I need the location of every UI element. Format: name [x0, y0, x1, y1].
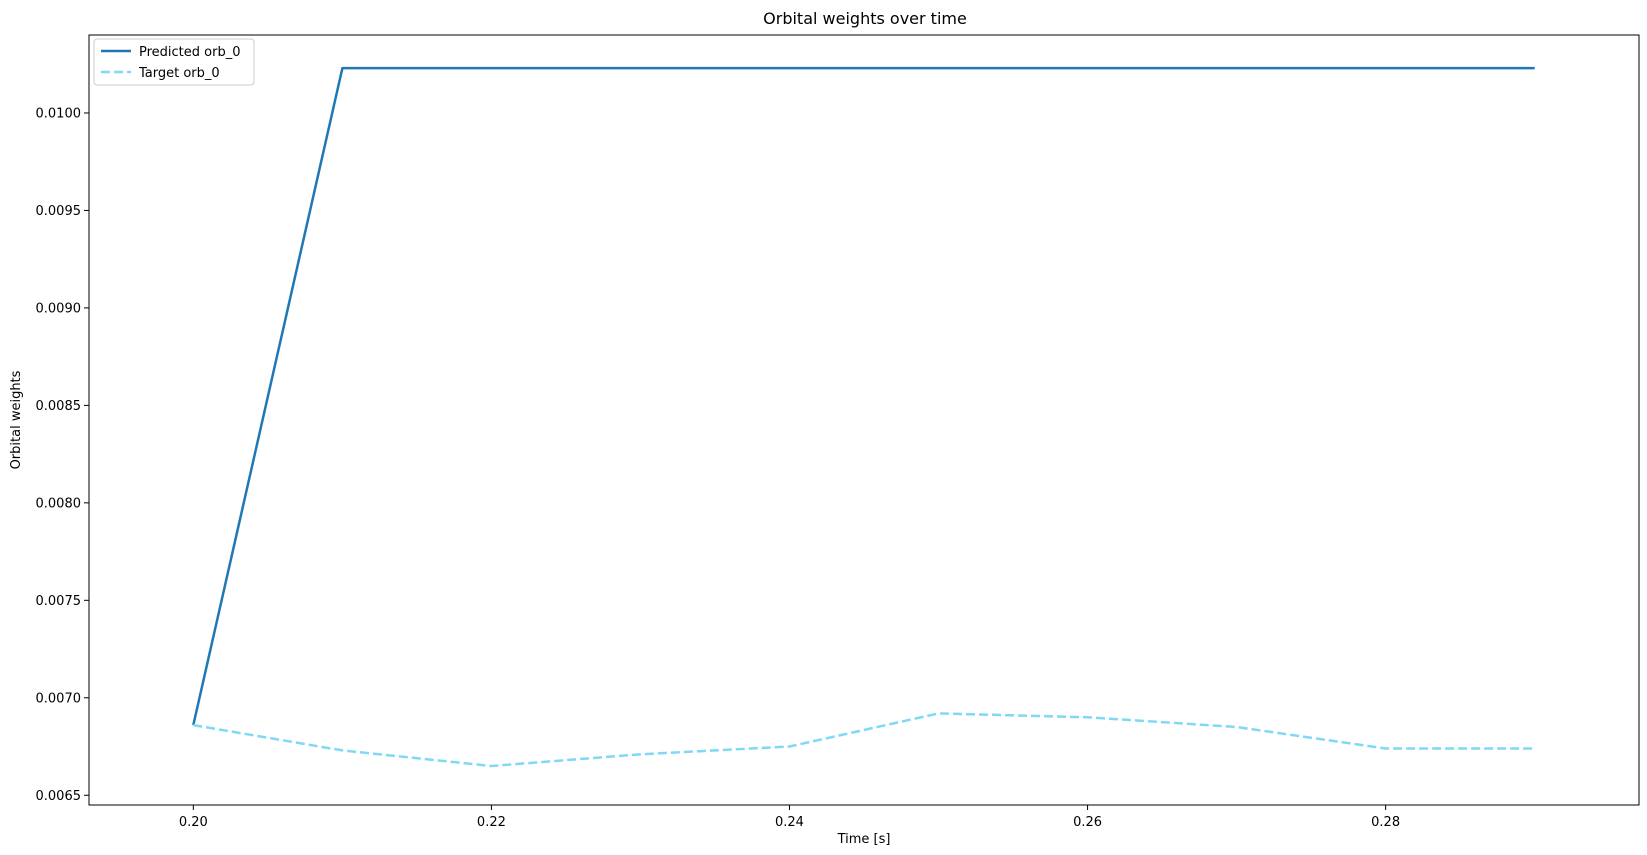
x-tick-label: 0.24: [775, 815, 804, 830]
x-tick-label: 0.26: [1073, 815, 1102, 830]
series-line-target: [193, 712, 1535, 768]
y-tick-label: 0.0095: [36, 204, 82, 219]
y-tick-label: 0.0080: [36, 496, 82, 511]
chart-title: Orbital weights over time: [763, 9, 967, 28]
y-tick-label: 0.0070: [36, 691, 82, 706]
y-axis-ticks: 0.0065 0.0070 0.0075 0.0080 0.0085 0.0090 0.00…: [36, 106, 89, 804]
legend-label-target: Target orb_0: [138, 66, 220, 81]
series-layer: [192, 66, 1535, 768]
y-tick-label: 0.0100: [36, 106, 82, 121]
y-axis-label: Orbital weights: [9, 370, 24, 469]
x-axis-ticks: 0.20 0.22 0.24 0.26 0.28: [179, 805, 1400, 830]
x-tick-label: 0.20: [179, 815, 208, 830]
plot-area-frame: [88, 34, 1640, 806]
legend: Predicted orb_0 Target orb_0: [93, 38, 255, 86]
y-tick-label: 0.0090: [36, 301, 82, 316]
x-tick-label: 0.22: [477, 815, 506, 830]
legend-label-predicted: Predicted orb_0: [139, 45, 240, 60]
x-tick-label: 0.28: [1371, 815, 1400, 830]
y-tick-label: 0.0075: [36, 594, 82, 609]
legend-box: [93, 38, 255, 86]
series-line-predicted: [192, 66, 1535, 726]
y-tick-label: 0.0085: [36, 399, 82, 414]
x-axis-label: Time [s]: [837, 832, 891, 847]
y-tick-label: 0.0065: [36, 789, 82, 804]
